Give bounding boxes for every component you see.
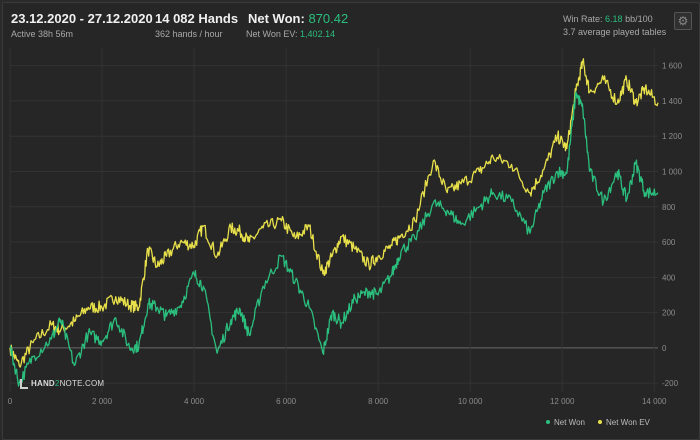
y-tick-label: 0 <box>662 344 667 353</box>
y-tick-label: 1 200 <box>662 132 683 141</box>
x-tick-label: 6 000 <box>276 397 297 406</box>
average-tables: 3.7 average played tables <box>563 27 667 37</box>
x-tick-label: 10 000 <box>458 397 483 406</box>
y-tick-label: 400 <box>662 273 676 282</box>
win-rate: Win Rate: 6.18 bb/100 <box>563 14 653 24</box>
net-won-ev-value: 1,402.14 <box>300 29 336 39</box>
legend-swatch <box>598 420 602 424</box>
y-tick-label: 1 000 <box>662 167 683 176</box>
x-axis-ticks: 0 2 000 4 000 6 000 8 000 10 000 12 000 14 000 <box>8 397 667 406</box>
legend-label: Net Won EV <box>606 418 651 427</box>
net-won-ev-label: Net Won EV: <box>246 29 298 39</box>
y-axis-ticks: -200 0 200 400 600 800 1 000 1 200 1 400 1 600 <box>662 62 683 389</box>
hand2note-logo: HAND2NOTE.COM <box>20 379 104 389</box>
legend-swatch <box>546 420 550 424</box>
y-tick-label: 600 <box>662 238 676 247</box>
y-tick-label: 1 400 <box>662 97 683 106</box>
chart-series <box>9 58 659 387</box>
y-tick-label: 200 <box>662 309 676 318</box>
win-rate-label: Win Rate: <box>563 14 603 24</box>
date-range[interactable]: 23.12.2020 - 27.12.2020 <box>11 11 153 26</box>
y-tick-label: -200 <box>662 379 679 388</box>
legend-label: Net Won <box>554 418 585 427</box>
net-won-ev: Net Won EV: 1,402.14 <box>246 29 335 39</box>
stats-header: 23.12.2020 - 27.12.2020 Active 38h 56m 1… <box>0 6 700 46</box>
x-tick-label: 2 000 <box>92 397 113 406</box>
series-line-net-won-ev <box>9 58 659 368</box>
x-tick-label: 0 <box>8 397 13 406</box>
net-won: Net Won: 870.42 <box>248 11 348 26</box>
y-tick-label: 1 600 <box>662 62 683 71</box>
hands-per-hour: 362 hands / hour <box>155 29 223 39</box>
chart-legend: Net Won Net Won EV <box>546 418 651 427</box>
y-tick-label: 800 <box>662 203 676 212</box>
net-won-value: 870.42 <box>308 11 349 26</box>
x-tick-label: 4 000 <box>184 397 205 406</box>
net-won-label: Net Won: <box>248 11 305 26</box>
hands-count: 14 082 Hands <box>155 11 239 26</box>
series-line-net-won <box>9 91 659 387</box>
x-tick-label: 8 000 <box>368 397 389 406</box>
x-tick-label: 14 000 <box>642 397 667 406</box>
hand2note-mark-icon <box>20 379 28 389</box>
chart-grid <box>9 48 658 392</box>
active-time: Active 38h 56m <box>11 29 74 39</box>
win-rate-unit: bb/100 <box>625 14 653 24</box>
gear-icon[interactable]: ⚙ <box>674 12 692 30</box>
x-tick-label: 12 000 <box>550 397 575 406</box>
win-rate-value: 6.18 <box>605 14 623 24</box>
